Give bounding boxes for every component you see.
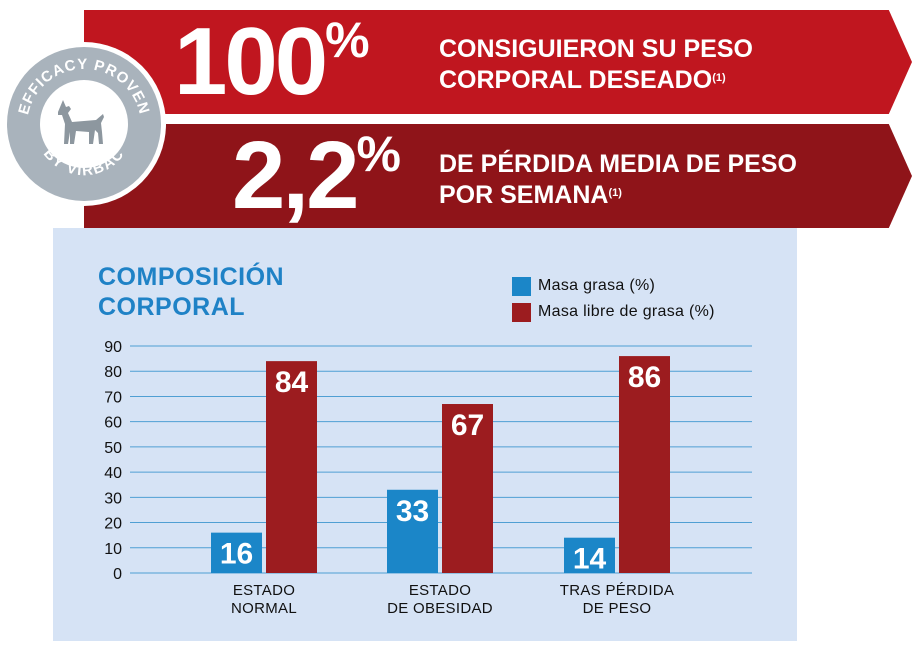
data-label-lean-0: 84 — [275, 366, 309, 399]
legend-item-fat: Masa grasa (%) — [512, 273, 715, 299]
y-tick-label-60: 60 — [104, 415, 122, 432]
y-tick-label-70: 70 — [104, 389, 122, 406]
efficacy-proven-badge: EFFICACY PROVEN BY VIRBAC — [2, 42, 166, 206]
dog-icon — [58, 100, 104, 144]
data-label-lean-2: 86 — [628, 361, 661, 394]
y-tick-label-10: 10 — [104, 541, 122, 558]
y-tick-label-0: 0 — [113, 566, 122, 583]
percent-sign-1: % — [325, 12, 370, 68]
y-tick-label-20: 20 — [104, 516, 122, 533]
stat-text-1-line1: CONSIGUIERON SU PESO — [439, 35, 753, 63]
bar-lean-0 — [266, 361, 317, 573]
category-label-2-line2: DE PESO — [583, 600, 652, 617]
category-label-0-line1: ESTADO — [233, 582, 295, 599]
legend-label-fat: Masa grasa (%) — [538, 277, 656, 294]
y-tick-label-80: 80 — [104, 364, 122, 381]
stat-value-2: 2,2% — [232, 122, 401, 229]
data-label-lean-1: 67 — [451, 409, 484, 442]
category-label-2-line1: TRAS PÉRDIDA — [560, 582, 674, 599]
chart-legend: Masa grasa (%) Masa libre de grasa (%) — [512, 273, 715, 325]
stat-text-1: CONSIGUIERON SU PESO CORPORAL DESEADO(1) — [439, 34, 753, 96]
bar-lean-2 — [619, 356, 670, 573]
footnote-ref-1: (1) — [712, 72, 726, 84]
stat-text-2-line2: POR SEMANA(1) — [439, 181, 622, 209]
banner-weight-goal: 100% CONSIGUIERON SU PESO CORPORAL DESEA… — [84, 10, 912, 114]
bar-fat-1 — [387, 489, 438, 573]
stat-text-2-line1: DE PÉRDIDA MEDIA DE PESO — [439, 150, 797, 178]
data-label-fat-1: 33 — [396, 495, 429, 528]
category-label-0-line2: NORMAL — [231, 600, 297, 617]
banner-weekly-loss: 2,2% DE PÉRDIDA MEDIA DE PESO POR SEMANA… — [84, 124, 912, 228]
percent-sign-2: % — [356, 126, 401, 182]
legend-item-lean: Masa libre de grasa (%) — [512, 299, 715, 325]
chart-title-line1: COMPOSICIÓN — [98, 263, 285, 291]
stat-text-1-line2: CORPORAL DESEADO(1) — [439, 66, 726, 94]
bar-fat-0 — [211, 532, 262, 573]
bar-fat-2 — [564, 537, 615, 573]
y-tick-label-40: 40 — [104, 465, 122, 482]
legend-swatch-lean — [512, 302, 531, 322]
data-label-fat-0: 16 — [220, 538, 253, 571]
footnote-ref-2: (1) — [608, 187, 622, 199]
category-label-1-line1: ESTADO — [409, 582, 471, 599]
category-label-1-line2: DE OBESIDAD — [387, 600, 493, 617]
y-tick-label-50: 50 — [104, 440, 122, 457]
stat-value-1: 100% — [174, 8, 370, 115]
y-tick-label-90: 90 — [104, 339, 122, 356]
stat-text-2: DE PÉRDIDA MEDIA DE PESO POR SEMANA(1) — [439, 149, 797, 211]
legend-swatch-fat — [512, 276, 531, 296]
y-tick-label-30: 30 — [104, 490, 122, 507]
chart-title: COMPOSICIÓN CORPORAL — [98, 262, 284, 322]
bar-lean-1 — [442, 404, 493, 573]
data-label-fat-2: 14 — [573, 543, 607, 576]
chart-title-line2: CORPORAL — [98, 293, 246, 321]
legend-label-lean: Masa libre de grasa (%) — [538, 303, 715, 320]
